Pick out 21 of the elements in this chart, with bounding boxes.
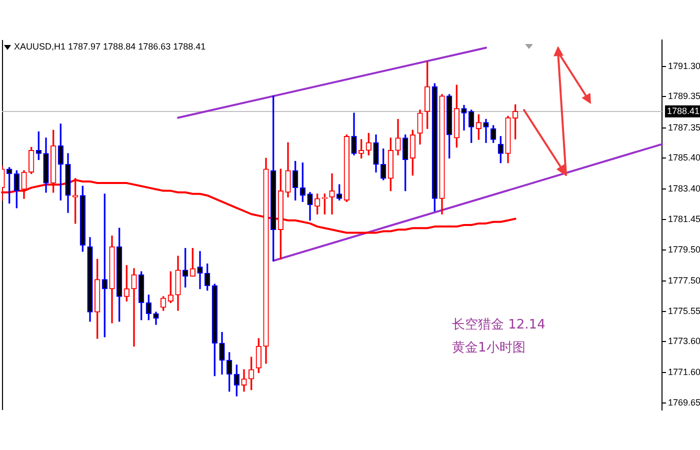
ref-line-label: 1788.41 xyxy=(667,106,700,116)
y-tick-label: 1769.65 xyxy=(668,397,700,408)
annotation: 黄金1小时图 xyxy=(452,340,526,356)
annotation: 长空猎金 12.14 xyxy=(452,317,546,332)
y-tick-label: 1779.50 xyxy=(668,244,700,254)
candlestick xyxy=(329,173,335,214)
y-tick-label: 1783.40 xyxy=(668,184,700,194)
chart-title: XAUUSD,H1 1787.97 1788.84 1786.63 1788.41 xyxy=(14,41,206,52)
y-tick-label: 1777.50 xyxy=(668,275,700,286)
y-tick-label: 1785.40 xyxy=(668,152,700,163)
candlestick xyxy=(197,251,203,290)
candlestick xyxy=(483,118,489,143)
y-tick-label: 1791.30 xyxy=(668,60,700,71)
candlestick xyxy=(131,268,137,347)
y-tick-label: 1775.55 xyxy=(668,306,700,316)
candlestick xyxy=(461,104,467,130)
y-tick-label: 1773.60 xyxy=(668,336,700,346)
y-tick-label: 1781.45 xyxy=(668,214,700,224)
y-tick-label: 1789.35 xyxy=(668,91,700,102)
y-tick-label: 1771.60 xyxy=(668,367,700,378)
y-tick-label: 1787.35 xyxy=(668,122,700,132)
